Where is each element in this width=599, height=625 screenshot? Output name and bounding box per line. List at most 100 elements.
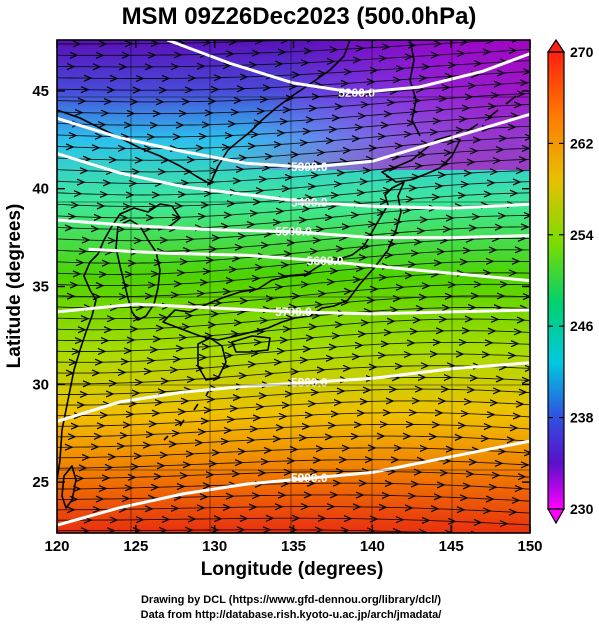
wind-arrow xyxy=(286,457,296,465)
wind-arrow xyxy=(93,213,103,221)
wind-arrow xyxy=(497,447,507,456)
wind-arrow xyxy=(513,101,523,109)
wind-arrow xyxy=(300,59,310,67)
wind-arrow xyxy=(228,40,238,46)
wind-arrow xyxy=(384,251,394,259)
wind-arrow xyxy=(421,516,431,524)
wind-arrow xyxy=(277,48,287,56)
wind-arrow xyxy=(172,355,182,363)
wind-arrow xyxy=(513,328,523,336)
wind-arrow xyxy=(326,503,336,511)
wind-arrow xyxy=(367,444,377,452)
wind-arrow xyxy=(205,256,215,264)
wind-arrow xyxy=(130,463,140,471)
wind-arrow xyxy=(172,133,182,141)
wind-arrow xyxy=(259,95,269,104)
wind-arrow xyxy=(246,220,256,229)
wind-arrow xyxy=(395,516,405,524)
wind-arrow xyxy=(184,312,194,320)
wind-arrow xyxy=(377,351,387,359)
wind-arrow xyxy=(66,63,76,71)
wind-arrow xyxy=(447,61,457,69)
wind-arrow xyxy=(94,132,104,140)
wind-arrow xyxy=(468,224,478,232)
wind-arrow xyxy=(457,421,467,430)
wind-arrow xyxy=(486,411,496,419)
wind-arrow xyxy=(314,526,324,533)
wind-arrow xyxy=(325,354,335,362)
wind-arrow xyxy=(380,121,390,129)
wind-arrow xyxy=(393,444,403,452)
wind-arrow xyxy=(316,366,326,374)
wind-arrow xyxy=(135,516,145,524)
wind-arrow xyxy=(125,191,135,199)
wind-arrow xyxy=(150,483,160,491)
wind-arrow xyxy=(77,97,87,105)
wind-arrow xyxy=(334,321,344,329)
wind-arrow xyxy=(90,225,100,233)
wind-arrow xyxy=(308,323,318,331)
wind-arrow xyxy=(119,432,129,440)
wind-arrow xyxy=(324,433,334,441)
wind-arrow xyxy=(516,316,526,324)
wind-arrow xyxy=(358,479,368,487)
contour-line xyxy=(57,218,530,240)
wind-arrow xyxy=(224,132,234,140)
wind-arrow xyxy=(440,385,450,393)
wind-arrow xyxy=(274,283,284,291)
wind-arrow xyxy=(393,218,403,226)
wind-arrow xyxy=(429,128,439,136)
wind-arrow xyxy=(490,315,500,323)
wind-arrow xyxy=(437,171,447,179)
wind-arrow xyxy=(97,121,107,129)
wind-arrow xyxy=(73,190,83,198)
wind-arrow xyxy=(435,106,445,114)
wind-arrow xyxy=(178,109,188,117)
credit-data: Data from http://database.rish.kyoto-u.a… xyxy=(141,609,442,621)
wind-arrow xyxy=(81,453,91,462)
wind-arrow xyxy=(278,412,288,420)
wind-arrow xyxy=(185,450,195,458)
colorbar-tick-label: 246 xyxy=(570,318,594,334)
wind-arrow xyxy=(232,394,242,402)
colorbar-ticks: 270 262 254 246 238 230 xyxy=(548,44,594,517)
wind-arrow xyxy=(461,327,471,335)
wind-arrow xyxy=(497,212,507,220)
wind-arrow xyxy=(359,40,360,41)
colorbar-scale xyxy=(547,51,565,510)
wind-arrow xyxy=(357,112,367,120)
wind-arrow xyxy=(524,364,530,372)
wind-arrow xyxy=(289,445,299,453)
coastline-taiwan xyxy=(61,465,77,509)
wind-arrow xyxy=(144,292,154,300)
wind-arrow xyxy=(434,182,444,190)
wind-arrow xyxy=(327,421,337,430)
wind-arrow xyxy=(96,202,106,210)
wind-arrow xyxy=(485,495,495,503)
wind-arrow xyxy=(280,261,290,269)
wind-arrow xyxy=(402,432,412,440)
wind-arrow xyxy=(413,238,423,246)
wind-arrow xyxy=(466,386,476,394)
wind-arrow xyxy=(439,469,449,477)
wind-arrow xyxy=(254,263,264,271)
wind-arrow xyxy=(184,526,194,533)
wind-arrow xyxy=(514,246,524,254)
wind-arrow xyxy=(248,503,258,511)
wind-arrow xyxy=(360,319,370,327)
wind-arrow xyxy=(334,102,344,111)
wind-arrow xyxy=(390,456,400,464)
coastline-sakhalin xyxy=(409,40,421,137)
wind-arrow xyxy=(303,491,313,499)
wind-arrow xyxy=(380,340,390,348)
wind-arrow xyxy=(255,403,265,411)
wind-arrow xyxy=(109,516,119,524)
wind-arrow xyxy=(236,526,246,533)
wind-arrow xyxy=(100,109,110,117)
colorbar-min-arrow xyxy=(546,508,566,525)
wind-arrow xyxy=(260,241,270,249)
wind-arrow xyxy=(355,44,365,52)
wind-arrow xyxy=(201,121,211,129)
wind-arrow xyxy=(305,334,315,342)
wind-arrow xyxy=(342,146,352,154)
